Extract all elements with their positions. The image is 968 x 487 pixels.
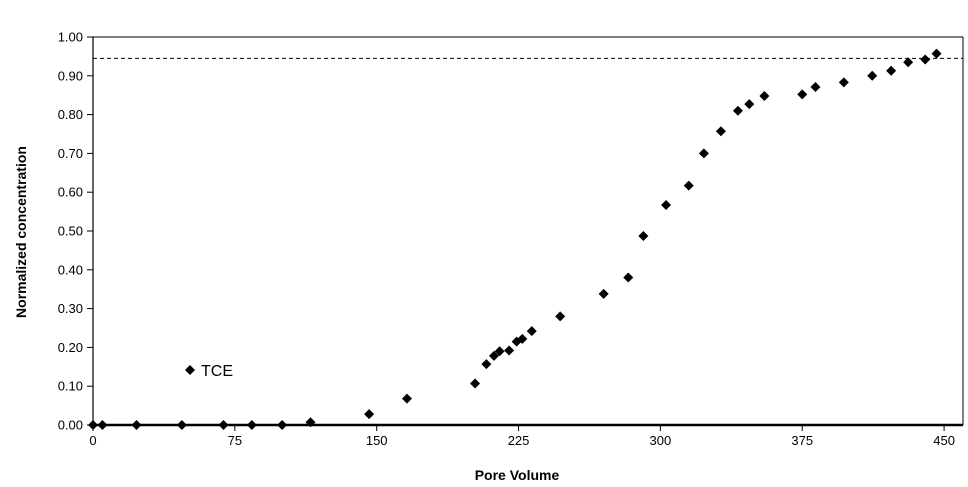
data-point	[131, 420, 142, 430]
data-point	[277, 420, 288, 430]
data-point	[810, 82, 821, 93]
data-point	[903, 57, 914, 68]
data-point	[218, 420, 229, 430]
data-point	[759, 90, 770, 101]
legend: TCE	[185, 363, 233, 380]
data-point	[555, 311, 566, 322]
data-point	[623, 272, 634, 283]
y-tick-label: 0.70	[58, 146, 83, 161]
y-tick-label: 0.10	[58, 379, 83, 394]
data-point	[598, 288, 609, 299]
data-point	[526, 326, 537, 337]
x-tick-label: 150	[366, 433, 388, 448]
data-point	[661, 200, 672, 211]
x-axis-title: Pore Volume	[475, 467, 560, 483]
data-point	[504, 345, 515, 356]
data-point	[698, 148, 709, 159]
data-point	[488, 350, 499, 361]
y-tick-label: 0.40	[58, 262, 83, 277]
data-point	[797, 89, 808, 100]
data-point	[470, 378, 481, 389]
data-point	[401, 393, 412, 404]
data-point	[97, 420, 108, 430]
x-tick-label: 300	[650, 433, 672, 448]
data-point	[931, 48, 942, 59]
x-tick-label: 375	[791, 433, 813, 448]
y-tick-label: 0.20	[58, 340, 83, 355]
data-point	[364, 409, 375, 420]
y-tick-label: 0.60	[58, 185, 83, 200]
data-point	[638, 231, 649, 242]
y-tick-label: 0.30	[58, 301, 83, 316]
data-point	[88, 420, 98, 430]
x-tick-label: 450	[933, 433, 955, 448]
data-point	[517, 333, 528, 344]
legend-marker-tce	[185, 365, 195, 375]
data-point	[838, 77, 849, 88]
data-point	[732, 105, 743, 116]
y-axis-title: Normalized concentration	[13, 146, 29, 318]
y-tick-label: 0.90	[58, 68, 83, 83]
data-point	[920, 54, 931, 65]
data-point	[176, 420, 187, 430]
y-tick-label: 0.80	[58, 107, 83, 122]
data-point	[744, 99, 755, 110]
data-point	[867, 70, 878, 81]
y-tick-label: 1.00	[58, 30, 83, 45]
legend-label-tce: TCE	[201, 363, 233, 380]
data-point	[886, 65, 897, 76]
x-tick-label: 0	[89, 433, 96, 448]
data-point	[305, 417, 316, 428]
data-point	[494, 346, 505, 357]
y-tick-label: 0.50	[58, 224, 83, 239]
x-tick-label: 225	[508, 433, 530, 448]
data-point	[481, 359, 492, 370]
y-tick-label: 0.00	[58, 418, 83, 433]
data-point	[683, 180, 694, 191]
data-point	[246, 420, 257, 430]
data-point	[715, 126, 726, 137]
x-tick-label: 75	[228, 433, 242, 448]
